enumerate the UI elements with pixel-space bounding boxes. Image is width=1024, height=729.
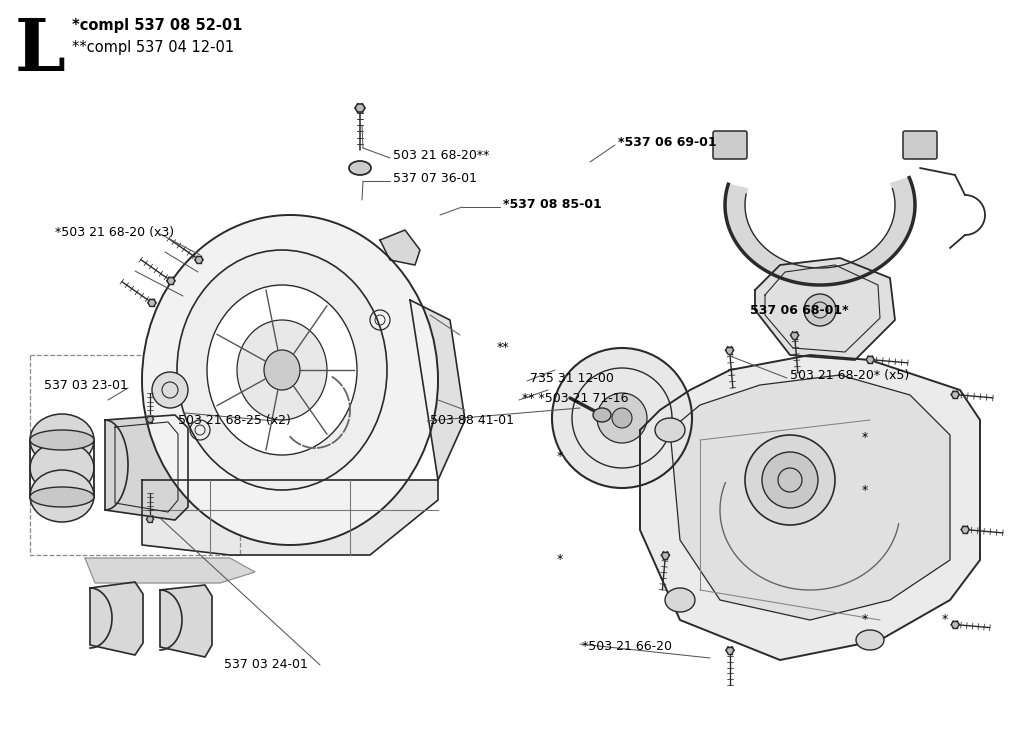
Ellipse shape — [665, 588, 695, 612]
Ellipse shape — [804, 294, 836, 326]
Text: 537 03 23-01: 537 03 23-01 — [44, 378, 128, 391]
Text: **compl 537 04 12-01: **compl 537 04 12-01 — [72, 40, 234, 55]
Text: 735 31 12-00: 735 31 12-00 — [530, 372, 613, 384]
Text: *: * — [557, 553, 563, 566]
Text: 537 03 24-01: 537 03 24-01 — [224, 658, 308, 671]
Ellipse shape — [207, 285, 357, 455]
Text: 537 07 36-01: 537 07 36-01 — [393, 171, 477, 184]
Polygon shape — [951, 391, 959, 398]
Text: 503 21 68-20* (x5): 503 21 68-20* (x5) — [790, 368, 909, 381]
Text: *503 21 68-20 (x3): *503 21 68-20 (x3) — [55, 225, 174, 238]
Ellipse shape — [237, 320, 327, 420]
Ellipse shape — [30, 430, 94, 450]
Text: *: * — [862, 614, 868, 626]
Polygon shape — [726, 347, 733, 354]
Ellipse shape — [597, 393, 647, 443]
Polygon shape — [962, 526, 970, 533]
Text: *: * — [942, 614, 948, 626]
Polygon shape — [670, 375, 950, 620]
Polygon shape — [866, 356, 874, 363]
Polygon shape — [146, 516, 154, 522]
Polygon shape — [195, 257, 203, 263]
Polygon shape — [85, 558, 255, 583]
Ellipse shape — [264, 350, 300, 390]
Ellipse shape — [30, 487, 94, 507]
Text: *: * — [557, 450, 563, 462]
Polygon shape — [410, 300, 465, 480]
Ellipse shape — [177, 250, 387, 490]
Text: *537 08 85-01: *537 08 85-01 — [503, 198, 602, 211]
FancyBboxPatch shape — [713, 131, 746, 159]
Polygon shape — [640, 355, 980, 660]
Polygon shape — [167, 277, 175, 284]
Ellipse shape — [30, 414, 94, 466]
Ellipse shape — [745, 435, 835, 525]
Text: 503 88 41-01: 503 88 41-01 — [430, 413, 514, 426]
Polygon shape — [90, 582, 143, 655]
Polygon shape — [662, 552, 670, 558]
Polygon shape — [791, 332, 799, 339]
Text: 503 21 68-20**: 503 21 68-20** — [393, 149, 489, 162]
Polygon shape — [160, 585, 212, 657]
Ellipse shape — [856, 630, 884, 650]
Polygon shape — [146, 416, 154, 422]
Polygon shape — [147, 300, 156, 306]
Ellipse shape — [30, 470, 94, 522]
Text: L: L — [15, 15, 66, 86]
Polygon shape — [105, 415, 188, 520]
Text: *: * — [862, 483, 868, 496]
Ellipse shape — [152, 372, 188, 408]
Polygon shape — [951, 621, 959, 628]
Polygon shape — [380, 230, 420, 265]
Text: *: * — [862, 431, 868, 443]
Text: *compl 537 08 52-01: *compl 537 08 52-01 — [72, 18, 243, 33]
Text: *503 21 66-20: *503 21 66-20 — [582, 641, 672, 653]
Polygon shape — [725, 178, 915, 285]
Text: **: ** — [497, 340, 510, 354]
Ellipse shape — [552, 348, 692, 488]
Ellipse shape — [593, 408, 611, 422]
FancyBboxPatch shape — [903, 131, 937, 159]
Polygon shape — [755, 258, 895, 360]
Text: 503 21 68-25 (x2): 503 21 68-25 (x2) — [178, 413, 291, 426]
Polygon shape — [355, 104, 365, 112]
Ellipse shape — [30, 442, 94, 494]
Ellipse shape — [142, 215, 438, 545]
Text: 537 06 68-01*: 537 06 68-01* — [750, 303, 849, 316]
Ellipse shape — [558, 388, 582, 408]
Ellipse shape — [612, 408, 632, 428]
Polygon shape — [142, 480, 438, 555]
Polygon shape — [726, 647, 734, 654]
Ellipse shape — [762, 452, 818, 508]
Ellipse shape — [655, 418, 685, 442]
Ellipse shape — [349, 161, 371, 175]
Text: ** *503 21 71-16: ** *503 21 71-16 — [522, 391, 629, 405]
Text: *537 06 69-01: *537 06 69-01 — [618, 136, 717, 149]
